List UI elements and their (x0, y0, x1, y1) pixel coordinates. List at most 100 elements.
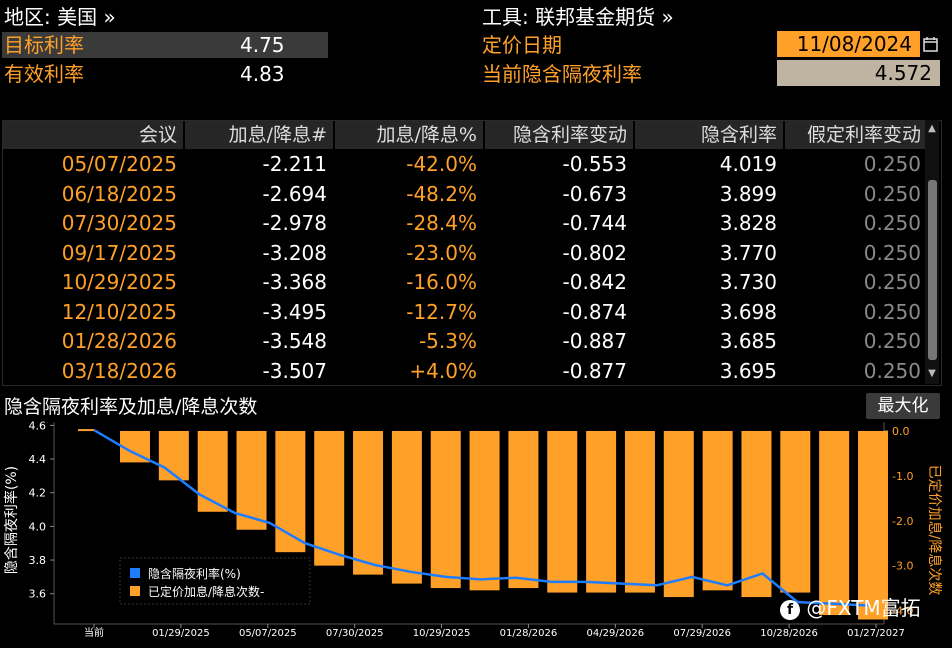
table-cell: -2.978 (262, 211, 327, 235)
col-header-assumed-change[interactable]: 假定利率变动 (785, 121, 927, 149)
y-tick-left: 3.8 (29, 554, 47, 567)
table-row[interactable]: 06/18/2025 -2.694 -48.2% -0.673 3.899 0.250 (3, 180, 941, 210)
table-cell: -3.368 (262, 270, 327, 294)
chart-title: 隐含隔夜利率及加息/降息次数 (4, 396, 258, 418)
table-cell: 12/10/2025 (61, 299, 177, 324)
table-cell: 3.730 (719, 270, 777, 294)
table-cell: 0.250 (863, 358, 921, 383)
x-tick-label: 10/28/2026 (760, 628, 818, 639)
table-row[interactable]: 03/18/2026 -3.507 +4.0% -0.877 3.695 0.250 (3, 357, 941, 387)
hike-cut-bar (702, 430, 733, 591)
table-cell: -0.553 (562, 152, 627, 176)
table-cell: 3.828 (719, 211, 777, 235)
target-rate-row (2, 32, 328, 58)
hike-cut-bar (663, 430, 694, 598)
table-cell: 3.685 (719, 329, 777, 353)
y-tick-right: -2.0 (892, 515, 913, 528)
table-cell: 3.698 (719, 299, 777, 324)
hike-cut-bar (819, 430, 850, 616)
y-tick-right: -3.0 (892, 560, 913, 573)
x-tick-label: 01/28/2026 (500, 628, 558, 639)
table-cell: 0.250 (863, 211, 921, 235)
table-cell: 0.250 (863, 299, 921, 324)
table-cell: -48.2% (406, 181, 477, 206)
legend-swatch-hikes (130, 586, 140, 596)
col-header-meeting[interactable]: 会议 (3, 121, 183, 149)
effective-rate-value: 4.83 (240, 62, 285, 86)
table-row[interactable]: 05/07/2025 -2.211 -42.0% -0.553 4.019 0.250 (3, 150, 941, 180)
table-cell: 0.250 (863, 181, 921, 206)
hike-cut-bar (858, 430, 888, 620)
col-header-implied-change[interactable]: 隐含利率变动 (485, 121, 633, 149)
table-cell: -2.211 (262, 152, 327, 176)
x-tick-label: 07/30/2025 (326, 628, 384, 639)
table-cell: 0.250 (863, 329, 921, 353)
table-row[interactable]: 12/10/2025 -3.495 -12.7% -0.874 3.698 0.250 (3, 298, 941, 328)
legend-hikes-label: 已定价加息/降息次数- (148, 584, 264, 599)
y-tick-right: 0.0 (892, 425, 910, 438)
table-cell: 05/07/2025 (61, 152, 177, 176)
scrollbar-thumb[interactable] (928, 180, 937, 360)
y-tick-left: 4.6 (29, 420, 47, 432)
chart-legend: 隐含隔夜利率(%) 已定价加息/降息次数- (119, 557, 311, 605)
maximize-button[interactable]: 最大化 (866, 393, 940, 419)
implied-rate-field[interactable]: 4.572 (777, 60, 940, 86)
hike-cut-bar (780, 430, 811, 593)
table-cell: 0.250 (863, 240, 921, 265)
col-header-hikes-pct[interactable]: 加息/降息% (335, 121, 483, 149)
table-cell: 3.899 (719, 181, 777, 206)
instrument-selector[interactable]: 工具: 联邦基金期货 » (482, 5, 674, 29)
table-row[interactable]: 01/28/2026 -3.548 -5.3% -0.887 3.685 0.250 (3, 327, 941, 357)
col-header-implied-rate[interactable]: 隐含利率 (635, 121, 783, 149)
table-cell: 3.770 (719, 240, 777, 265)
table-cell: 3.695 (719, 358, 777, 383)
y-axis-label-right: 已定价加息/降息次数 (926, 465, 943, 596)
y-tick-left: 4.4 (29, 453, 47, 466)
scroll-up-icon[interactable]: ▲ (928, 123, 936, 134)
pricing-date-field[interactable]: 11/08/2024 (777, 31, 920, 57)
calendar-icon[interactable] (921, 31, 940, 57)
table-row[interactable]: 09/17/2025 -3.208 -23.0% -0.802 3.770 0.250 (3, 239, 941, 269)
table-cell: 06/18/2025 (61, 181, 177, 206)
table-cell: 10/29/2025 (61, 270, 177, 294)
table-cell: -3.495 (262, 299, 327, 324)
table-cell: -3.208 (262, 240, 327, 265)
table-cell: -12.7% (406, 299, 477, 324)
table-cell: -23.0% (406, 240, 477, 265)
table-cell: -0.673 (562, 181, 627, 206)
table-row[interactable]: 10/29/2025 -3.368 -16.0% -0.842 3.730 0.250 (3, 268, 941, 298)
scroll-down-icon[interactable]: ▼ (928, 368, 936, 379)
meetings-table: 会议 加息/降息# 加息/降息% 隐含利率变动 隐含利率 假定利率变动 05/0… (2, 120, 942, 386)
table-row[interactable]: 07/30/2025 -2.978 -28.4% -0.744 3.828 0.250 (3, 209, 941, 239)
rate-chart: 3.6 3.8 4.0 4.2 4.4 4.6 0.0 -1.0 -2.0 -3.0 -4.0 当… (0, 420, 952, 648)
hike-cut-bar (430, 430, 461, 589)
watermark-text: @FXTM富拓 (806, 596, 921, 620)
hike-cut-bar (586, 430, 617, 593)
table-cell: -3.548 (262, 329, 327, 353)
table-cell: -5.3% (418, 329, 477, 353)
table-cell: 0.250 (863, 152, 921, 176)
y-tick-right: -1.0 (892, 470, 913, 483)
legend-rate-label: 隐含隔夜利率(%) (148, 566, 241, 581)
x-tick-label: 07/29/2026 (673, 628, 731, 639)
implied-rate-line (93, 429, 869, 607)
region-selector[interactable]: 地区: 美国 » (4, 5, 116, 29)
hike-cut-bar (391, 430, 422, 584)
col-header-hikes-count[interactable]: 加息/降息# (185, 121, 333, 149)
table-cell: -42.0% (406, 152, 477, 176)
hike-cut-bar (547, 430, 578, 593)
pricing-date-label: 定价日期 (482, 33, 562, 57)
hike-cut-bar (236, 430, 267, 530)
hike-cut-bar (275, 430, 306, 553)
x-tick-label: 01/27/2027 (847, 628, 905, 639)
table-cell: -0.887 (562, 329, 627, 353)
implied-rate-label: 当前隐含隔夜利率 (482, 62, 642, 86)
x-tick-label: 05/07/2025 (239, 628, 297, 639)
table-cell: -3.507 (262, 358, 327, 383)
y-tick-left: 4.2 (29, 487, 47, 500)
y-tick-left: 3.6 (29, 588, 47, 601)
table-cell: -28.4% (406, 211, 477, 235)
table-cell: -0.842 (562, 270, 627, 294)
hike-cut-bar (158, 430, 189, 481)
table-cell: 01/28/2026 (61, 329, 177, 353)
